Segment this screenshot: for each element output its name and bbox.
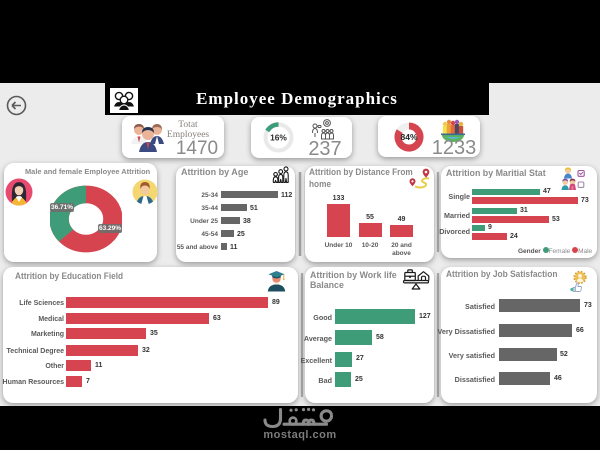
svg-text:84%: 84% xyxy=(400,132,417,142)
svg-text:16%: 16% xyxy=(270,132,287,142)
